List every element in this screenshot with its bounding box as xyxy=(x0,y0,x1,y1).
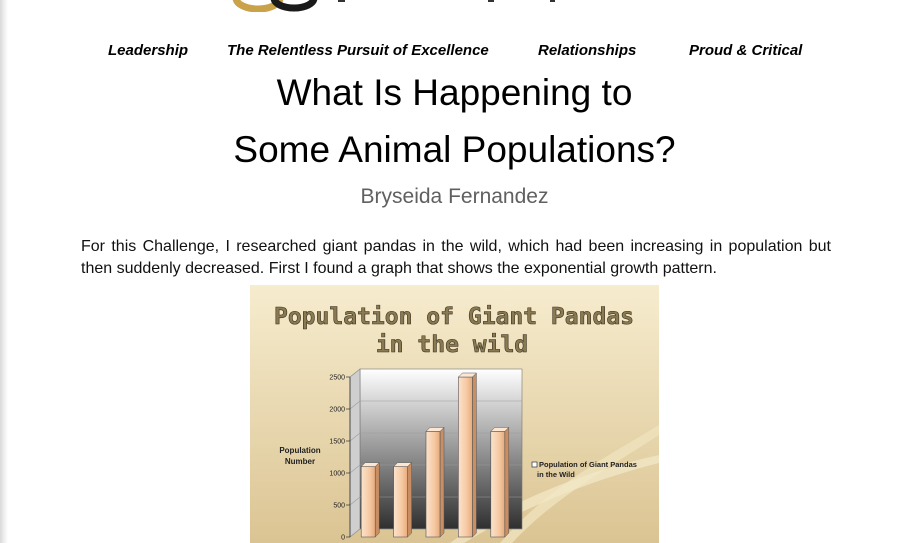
legend-label-line-1: Population of Giant Pandas xyxy=(539,460,637,469)
y-tick-label: 2000 xyxy=(329,407,345,414)
bar-top xyxy=(392,462,413,467)
article-title-line-2: Some Animal Populations? xyxy=(233,129,676,170)
y-tick-label: 1500 xyxy=(329,439,345,446)
left-page-shadow xyxy=(0,0,8,543)
bar-top xyxy=(457,372,478,378)
chart-title-line-2: in the wild xyxy=(376,332,528,358)
nav-link-relentless-pursuit[interactable]: The Relentless Pursuit of Excellence xyxy=(227,42,489,59)
y-tick-label: 500 xyxy=(333,503,345,510)
article-title-line-1: What Is Happening to xyxy=(276,72,633,113)
bar xyxy=(360,466,376,538)
y-tick-label: 2500 xyxy=(329,375,345,382)
nav-link-leadership[interactable]: Leadership xyxy=(108,42,189,59)
y-axis-label-line-2: Number xyxy=(285,457,315,466)
panda-chart-svg: Population of Giant Pandas in the wild P… xyxy=(250,285,659,543)
y-tick-label: 0 xyxy=(341,535,345,542)
school-logo-icon xyxy=(232,0,318,12)
bar-top xyxy=(360,462,380,467)
bar-top xyxy=(425,427,445,432)
bar-side xyxy=(472,372,477,538)
legend-swatch xyxy=(531,461,538,468)
main-navigation: Leadership The Relentless Pursuit of Exc… xyxy=(0,42,901,62)
y-tick-label: 1000 xyxy=(329,471,345,478)
chart-title-line-1: Population of Giant Pandas xyxy=(274,304,634,330)
legend-label-line-2: in the Wild xyxy=(537,470,575,479)
article-intro-paragraph: For this Challenge, I researched giant p… xyxy=(81,238,831,277)
bar-side xyxy=(439,426,445,538)
bar-side xyxy=(504,426,510,538)
bar xyxy=(490,431,506,538)
bar xyxy=(393,466,408,538)
logotype-fragment-icon xyxy=(338,0,555,2)
bar-side xyxy=(407,461,412,538)
nav-link-proud-critical[interactable]: Proud & Critical xyxy=(689,42,803,59)
gridline xyxy=(349,368,522,378)
header-logotype-cropped xyxy=(328,0,568,4)
plot-side-wall xyxy=(349,368,361,538)
y-axis-label-line-1: Population xyxy=(279,446,320,455)
bar-top xyxy=(490,427,510,432)
panda-population-chart-image: Population of Giant Pandas in the wild P… xyxy=(250,285,659,543)
article-author: Bryseida Fernandez xyxy=(360,185,549,208)
chart-plot-area: 2500 2000 1500 1000 500 0 xyxy=(329,368,523,542)
bar-side xyxy=(374,461,380,538)
bar xyxy=(458,376,473,538)
bar xyxy=(425,431,441,538)
nav-link-relationships[interactable]: Relationships xyxy=(538,42,637,59)
